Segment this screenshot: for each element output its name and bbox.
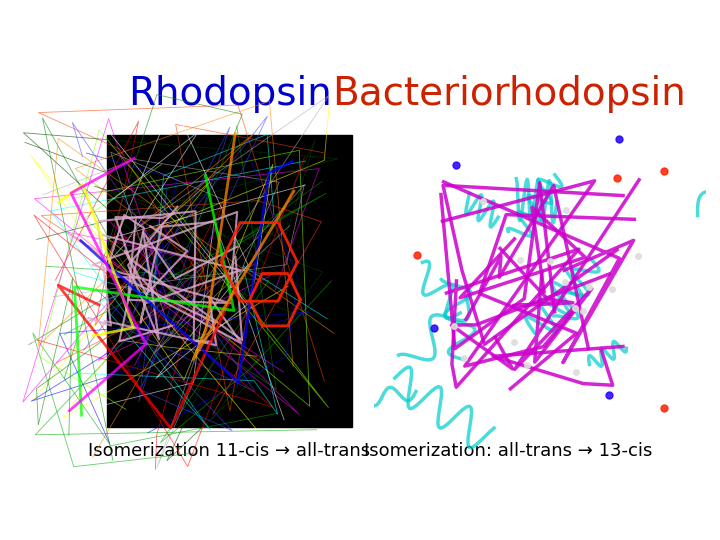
Text: Bacteriorhodopsin: Bacteriorhodopsin bbox=[332, 75, 685, 113]
FancyBboxPatch shape bbox=[380, 136, 637, 427]
FancyBboxPatch shape bbox=[107, 136, 352, 427]
Text: Isomerization: all-trans → 13-cis: Isomerization: all-trans → 13-cis bbox=[364, 442, 653, 461]
Text: Isomerization 11-cis → all-trans: Isomerization 11-cis → all-trans bbox=[89, 442, 371, 461]
Text: Rhodopsin: Rhodopsin bbox=[127, 75, 331, 113]
